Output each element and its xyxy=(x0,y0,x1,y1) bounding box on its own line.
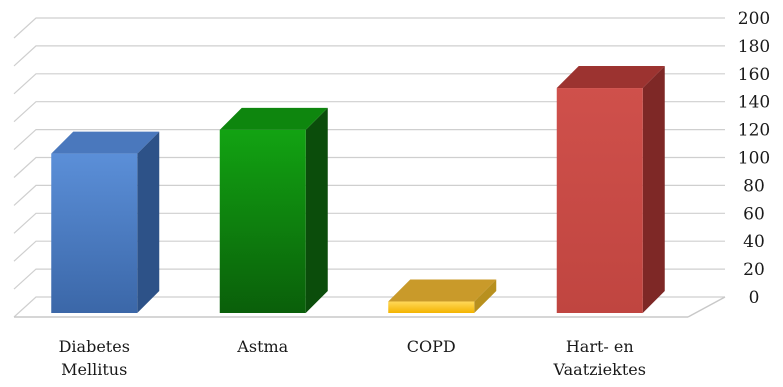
y-tick-label: 20 xyxy=(743,260,765,280)
y-tick-label: 60 xyxy=(743,204,765,224)
gridline xyxy=(13,73,725,95)
bar-side xyxy=(305,107,328,313)
bar-top xyxy=(388,279,497,302)
bar-side xyxy=(642,66,665,313)
y-tick-label: 200 xyxy=(738,9,770,29)
y-tick-label: 120 xyxy=(738,121,770,141)
bar xyxy=(556,66,665,313)
y-tick-label: 160 xyxy=(738,65,770,85)
bar-side xyxy=(137,131,160,313)
category-labels: Diabetes Mellitus Astma COPD Hart- en Vaatzie… xyxy=(59,337,646,379)
bar-front xyxy=(219,129,306,313)
gridline xyxy=(13,101,725,123)
category-label: Hart- en Vaatziektes xyxy=(553,337,646,379)
gridline xyxy=(13,212,725,234)
gridline xyxy=(13,17,725,39)
gridline xyxy=(13,156,725,178)
gridline xyxy=(13,184,725,206)
y-axis: 0 20 40 60 80 100 120 140 160 180 200 xyxy=(738,9,770,308)
gridline xyxy=(13,129,725,151)
bar-front xyxy=(51,153,138,313)
y-tick-label: 0 xyxy=(749,288,760,308)
bar-top xyxy=(51,131,160,154)
gridlines xyxy=(13,17,726,318)
y-tick-label: 140 xyxy=(738,93,770,113)
bar-front xyxy=(556,88,643,313)
bar-side xyxy=(474,279,497,313)
y-tick-label: 180 xyxy=(738,37,770,57)
category-label: Diabetes Mellitus xyxy=(59,337,130,379)
category-label: Astma xyxy=(236,337,288,356)
y-tick-label: 80 xyxy=(743,176,765,196)
gridline xyxy=(13,45,725,67)
y-tick-label: 40 xyxy=(743,232,765,252)
gridline xyxy=(13,240,725,262)
category-label: COPD xyxy=(407,337,456,356)
y-tick-label: 100 xyxy=(738,149,770,169)
floor-side-edge xyxy=(687,296,726,318)
bars xyxy=(51,66,665,313)
bar-front xyxy=(388,301,475,313)
bar-top xyxy=(219,107,328,130)
bar-top xyxy=(556,66,665,89)
bar xyxy=(388,279,497,313)
bar xyxy=(219,107,328,313)
gridline xyxy=(13,268,725,290)
bar xyxy=(51,131,160,313)
gridline xyxy=(13,296,725,318)
